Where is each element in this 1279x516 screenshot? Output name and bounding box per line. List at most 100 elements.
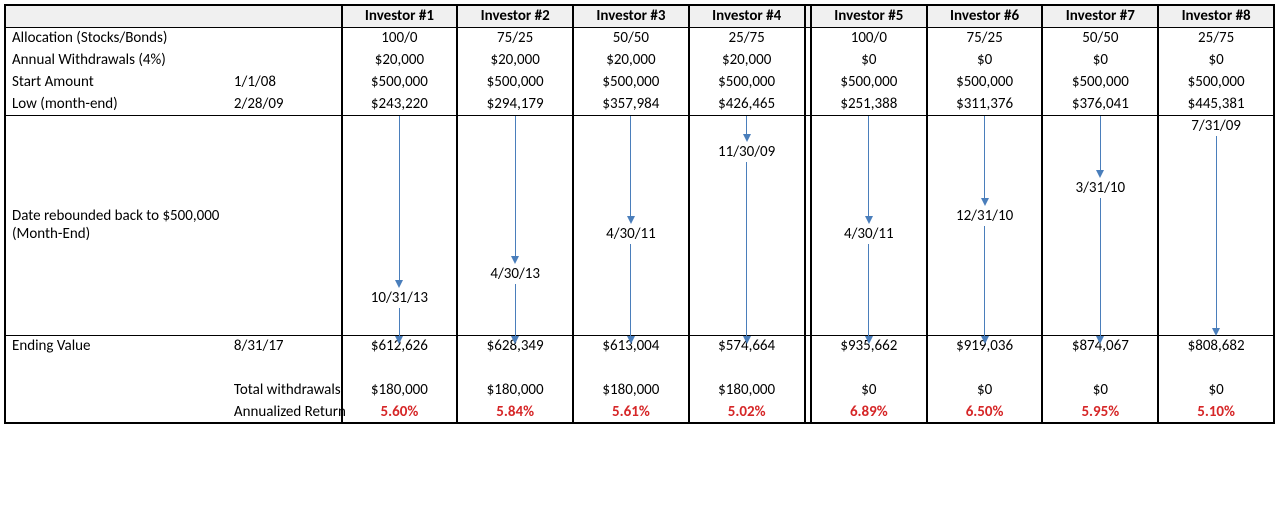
arrow-cell-8: 7/31/09 bbox=[1158, 115, 1274, 335]
spacer bbox=[1042, 357, 1158, 379]
cell-ar-6: 6.50% bbox=[927, 401, 1043, 423]
cell-w-8: $0 bbox=[1158, 49, 1274, 71]
arrow-cell-6: 12/31/10 bbox=[927, 115, 1043, 335]
cell-alloc-2: 75/25 bbox=[457, 27, 573, 49]
cell-s-4: $500,000 bbox=[689, 71, 805, 93]
cell-alloc-5: 100/0 bbox=[811, 27, 927, 49]
cell-w-7: $0 bbox=[1042, 49, 1158, 71]
cell-l-4: $426,465 bbox=[689, 93, 805, 115]
cell-l-2: $294,179 bbox=[457, 93, 573, 115]
cell-ar-5: 6.89% bbox=[811, 401, 927, 423]
spacer bbox=[457, 357, 573, 379]
cell-alloc-1: 100/0 bbox=[342, 27, 458, 49]
label-annret-text: Annualized Return bbox=[228, 401, 342, 423]
cell-l-5: $251,388 bbox=[811, 93, 927, 115]
label-totalw-text: Total withdrawals bbox=[228, 379, 342, 401]
spacer bbox=[573, 357, 689, 379]
header-inv4: Investor #4 bbox=[689, 5, 805, 27]
cell-l-7: $376,041 bbox=[1042, 93, 1158, 115]
rebound-date-8: 7/31/09 bbox=[1191, 116, 1241, 136]
cell-s-2: $500,000 bbox=[457, 71, 573, 93]
cell-tw-4: $180,000 bbox=[689, 379, 805, 401]
cell-tw-6: $0 bbox=[927, 379, 1043, 401]
header-blank bbox=[5, 5, 228, 27]
spacer bbox=[811, 357, 927, 379]
label-allocation: Allocation (Stocks/Bonds) bbox=[5, 27, 228, 49]
rebound-date-6: 12/31/10 bbox=[956, 206, 1013, 226]
cell-s-3: $500,000 bbox=[573, 71, 689, 93]
cell-w-5: $0 bbox=[811, 49, 927, 71]
rebound-date-3: 4/30/11 bbox=[606, 224, 656, 244]
label-rebound: Date rebounded back to $500,000 (Month-E… bbox=[5, 115, 228, 335]
cell-s-1: $500,000 bbox=[342, 71, 458, 93]
cell-w-1: $20,000 bbox=[342, 49, 458, 71]
cell-l-6: $311,376 bbox=[927, 93, 1043, 115]
date-withdrawals bbox=[228, 49, 342, 71]
label-low: Low (month-end) bbox=[5, 93, 228, 115]
cell-tw-2: $180,000 bbox=[457, 379, 573, 401]
date-start: 1/1/08 bbox=[228, 71, 342, 93]
cell-l-1: $243,220 bbox=[342, 93, 458, 115]
cell-w-3: $20,000 bbox=[573, 49, 689, 71]
cell-ar-4: 5.02% bbox=[689, 401, 805, 423]
label-start: Start Amount bbox=[5, 71, 228, 93]
cell-tw-3: $180,000 bbox=[573, 379, 689, 401]
cell-w-4: $20,000 bbox=[689, 49, 805, 71]
label-totalw bbox=[5, 379, 228, 401]
cell-tw-8: $0 bbox=[1158, 379, 1274, 401]
cell-alloc-4: 25/75 bbox=[689, 27, 805, 49]
cell-l-3: $357,984 bbox=[573, 93, 689, 115]
arrow-cell-4: 11/30/09 bbox=[689, 115, 805, 335]
cell-s-8: $500,000 bbox=[1158, 71, 1274, 93]
cell-w-6: $0 bbox=[927, 49, 1043, 71]
date-allocation bbox=[228, 27, 342, 49]
header-inv5: Investor #5 bbox=[811, 5, 927, 27]
date-low: 2/28/09 bbox=[228, 93, 342, 115]
label-rebound-line2: (Month-End) bbox=[12, 225, 90, 243]
header-inv7: Investor #7 bbox=[1042, 5, 1158, 27]
rebound-date-5: 4/30/11 bbox=[844, 224, 894, 244]
rebound-date-1: 10/31/13 bbox=[371, 288, 428, 308]
arrow-cell-5: 4/30/11 bbox=[811, 115, 927, 335]
cell-alloc-8: 25/75 bbox=[1158, 27, 1274, 49]
cell-s-6: $500,000 bbox=[927, 71, 1043, 93]
label-withdrawals: Annual Withdrawals (4%) bbox=[5, 49, 228, 71]
cell-alloc-6: 75/25 bbox=[927, 27, 1043, 49]
spacer bbox=[1158, 357, 1274, 379]
cell-e-8: $808,682 bbox=[1158, 335, 1274, 357]
cell-s-5: $500,000 bbox=[811, 71, 927, 93]
rebound-date-4: 11/30/09 bbox=[718, 142, 775, 162]
label-annret bbox=[5, 401, 228, 423]
spacer bbox=[927, 357, 1043, 379]
cell-ar-8: 5.10% bbox=[1158, 401, 1274, 423]
spacer bbox=[5, 357, 228, 379]
spacer bbox=[228, 357, 342, 379]
cell-s-7: $500,000 bbox=[1042, 71, 1158, 93]
header-inv1: Investor #1 bbox=[342, 5, 458, 27]
arrow-cell-2: 4/30/13 bbox=[457, 115, 573, 335]
cell-tw-5: $0 bbox=[811, 379, 927, 401]
cell-ar-7: 5.95% bbox=[1042, 401, 1158, 423]
label-ending: Ending Value bbox=[5, 335, 228, 357]
arrow-cell-3: 4/30/11 bbox=[573, 115, 689, 335]
cell-ar-3: 5.61% bbox=[573, 401, 689, 423]
arrow-cell-1: 10/31/13 bbox=[342, 115, 458, 335]
rebound-date-7: 3/31/10 bbox=[1076, 178, 1126, 198]
investor-comparison-table: Investor #1 Investor #2 Investor #3 Inve… bbox=[4, 4, 1275, 424]
header-blank2 bbox=[228, 5, 342, 27]
cell-ar-2: 5.84% bbox=[457, 401, 573, 423]
header-inv8: Investor #8 bbox=[1158, 5, 1274, 27]
header-inv6: Investor #6 bbox=[927, 5, 1043, 27]
cell-w-2: $20,000 bbox=[457, 49, 573, 71]
label-rebound-line1: Date rebounded back to $500,000 bbox=[12, 207, 219, 225]
cell-alloc-3: 50/50 bbox=[573, 27, 689, 49]
date-rebound bbox=[228, 115, 342, 335]
date-ending: 8/31/17 bbox=[228, 335, 342, 357]
header-inv3: Investor #3 bbox=[573, 5, 689, 27]
cell-tw-1: $180,000 bbox=[342, 379, 458, 401]
header-inv2: Investor #2 bbox=[457, 5, 573, 27]
spacer bbox=[689, 357, 805, 379]
cell-tw-7: $0 bbox=[1042, 379, 1158, 401]
cell-ar-1: 5.60% bbox=[342, 401, 458, 423]
spacer bbox=[342, 357, 458, 379]
